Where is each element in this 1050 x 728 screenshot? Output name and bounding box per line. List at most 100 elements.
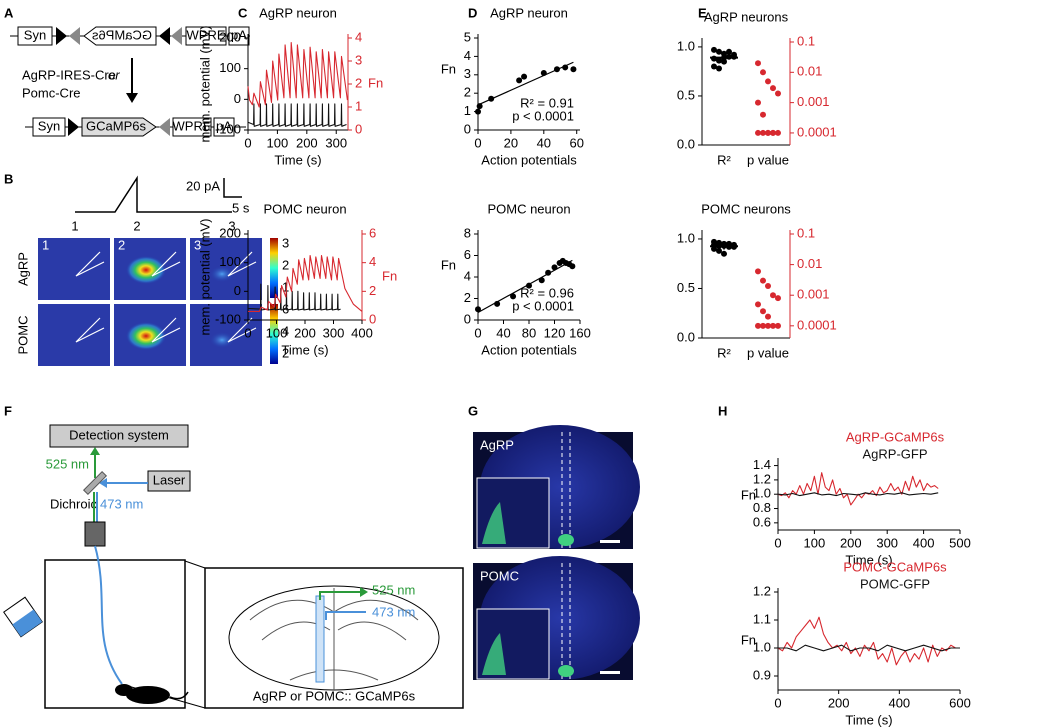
data-point [510,293,517,300]
x-tick-label: 160 [569,325,591,340]
y2-tick-label: 6 [369,225,376,240]
laser-label: Laser [153,472,186,487]
x-category-label: R² [717,152,731,167]
x-tick-label: 80 [522,325,536,340]
data-point [721,250,727,257]
stimulus-point: 2 [133,218,140,233]
data-point [540,69,547,76]
x-tick-label: 400 [913,535,935,550]
stimulus-point: 3 [228,218,235,233]
dichroic-mirror [82,470,108,496]
scale-current: 20 pA [186,178,220,193]
y-tick-label: 200 [219,225,241,240]
x-axis-label: Action potentials [481,342,577,357]
data-point [770,322,776,329]
panel-label: D [468,5,477,20]
loxp-site [159,27,170,45]
data-point [755,129,761,136]
construct-element [172,117,212,137]
y-tick-label: 1.2 [753,471,771,486]
y-tick-label: 1.0 [753,486,771,501]
data-point [775,322,781,329]
pipette [75,251,105,277]
data-point [538,277,545,284]
x-axis-label: Time (s) [845,552,892,567]
chart-title: AgRP neurons [704,9,789,24]
y2-tick-label: 0.01 [797,256,822,271]
data-line [777,472,939,506]
data-line [778,644,960,652]
cage [44,559,186,709]
x-category-label: R² [717,345,731,360]
y-tick-label: 1.0 [677,230,695,245]
calcium-signal [126,256,166,284]
data-point [475,306,481,313]
x-axis-label: Time (s) [274,152,321,167]
data-point [775,90,781,97]
calcium-image [38,304,110,366]
data-point [488,95,495,102]
data-point [476,103,483,110]
colorbar [270,304,278,364]
data-line [247,42,348,108]
y-tick-label: 4 [464,268,471,283]
data-point [521,73,528,80]
y2-tick-label: 2 [355,75,362,90]
y2-axis-label: Fn [382,268,397,283]
y2-tick-label: 4 [355,29,362,44]
y-axis-label: Fn [441,257,456,272]
x-tick-label: 100 [266,325,288,340]
emission-label: 525 nm [46,456,89,471]
legend-entry: POMC-GCaMP6s [843,559,947,574]
arrow-head [99,478,107,488]
panel-label: E [698,5,707,20]
y-axis-label: mem. potential (mV) [197,218,212,335]
y-tick-label: 0.9 [753,667,771,682]
y-tick-label: 1.0 [753,639,771,654]
annotation: R² = 0.91 [520,95,574,110]
x-tick-label: 0 [774,695,781,710]
x-axis-label: Time (s) [281,342,328,357]
legend-entry: AgRP-GFP [862,446,927,461]
data-point [755,99,761,106]
y2-tick-label: 3 [355,52,362,67]
y-tick-label: 100 [219,60,241,75]
data-point [562,64,569,71]
construct-element [185,26,227,46]
data-point [553,66,560,73]
y-tick-label: -100 [215,311,241,326]
x-tick-label: 40 [537,135,551,150]
calcium-signal [126,322,166,350]
inset-caption: AgRP or POMC:: GCaMP6s [253,688,416,703]
pipette [151,251,181,277]
x-tick-label: 0 [474,325,481,340]
x-tick-label: 200 [294,325,316,340]
y-tick-label: 6 [464,247,471,262]
inset-excitation-label: 473 nm [372,604,415,619]
data-point [711,63,717,70]
y-tick-label: 0.5 [677,280,695,295]
x-tick-label: 100 [267,135,289,150]
bottle-water [12,609,43,637]
data-point [711,46,717,53]
construct-label: GCaMP6s [86,118,146,133]
data-point [755,268,761,275]
histology-label: POMC [480,568,519,583]
scale-time: 5 s [232,200,250,215]
y-tick-label: 4 [464,48,471,63]
data-point [755,60,761,67]
colorbar-tick: 3 [282,235,289,250]
data-point [545,269,552,276]
y-tick-label: 0 [234,283,241,298]
data-point [770,85,776,92]
y-tick-label: 1 [464,103,471,118]
x-tick-label: 120 [544,325,566,340]
laser-box [147,470,191,492]
mouse-body [126,686,170,704]
inset-signal [482,633,506,675]
fiber [94,545,123,685]
construct-label: pA [216,118,232,133]
data-line [248,254,363,312]
y2-tick-label: 0.0001 [797,124,837,139]
y-axis-label: mem. potential (mV) [197,25,212,142]
